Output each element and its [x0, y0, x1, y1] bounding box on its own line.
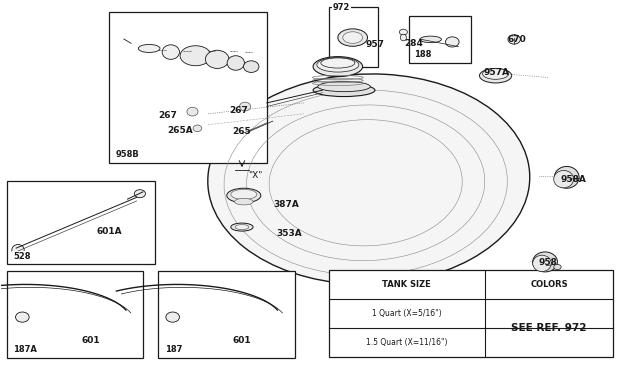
- Text: TANK SIZE: TANK SIZE: [383, 280, 431, 289]
- Text: 528: 528: [13, 252, 30, 261]
- Ellipse shape: [313, 57, 363, 77]
- Bar: [7, 270, 143, 358]
- Ellipse shape: [235, 224, 249, 230]
- Ellipse shape: [479, 68, 511, 83]
- Text: 187A: 187A: [13, 345, 37, 354]
- Text: 958A: 958A: [560, 175, 587, 184]
- Bar: [7, 181, 156, 265]
- Text: 957: 957: [366, 40, 384, 49]
- Text: 601: 601: [81, 336, 100, 345]
- Ellipse shape: [401, 34, 407, 41]
- Text: 1.5 Quart (X=11/16"): 1.5 Quart (X=11/16"): [366, 338, 448, 347]
- Text: SEE REF. 972: SEE REF. 972: [512, 323, 587, 333]
- Ellipse shape: [227, 56, 244, 70]
- Text: 187: 187: [165, 345, 182, 354]
- Ellipse shape: [482, 68, 508, 79]
- Text: 972: 972: [333, 3, 350, 12]
- Text: 188: 188: [414, 50, 432, 59]
- Ellipse shape: [554, 166, 579, 188]
- Text: 267: 267: [159, 111, 177, 120]
- Ellipse shape: [138, 45, 160, 53]
- Ellipse shape: [446, 37, 459, 47]
- Ellipse shape: [239, 102, 250, 111]
- Text: COLORS: COLORS: [530, 280, 568, 289]
- Ellipse shape: [187, 107, 198, 116]
- Text: 1 Quart (X=5/16"): 1 Quart (X=5/16"): [372, 309, 441, 318]
- Text: 284: 284: [405, 39, 423, 47]
- Ellipse shape: [554, 170, 574, 188]
- Ellipse shape: [16, 312, 29, 322]
- Text: 353A: 353A: [276, 229, 302, 238]
- Text: eReplacementParts.com: eReplacementParts.com: [250, 181, 370, 191]
- Ellipse shape: [193, 125, 202, 132]
- Text: 601A: 601A: [97, 227, 122, 236]
- Bar: [159, 270, 294, 358]
- Ellipse shape: [343, 32, 363, 43]
- Text: "X": "X": [248, 171, 262, 180]
- Ellipse shape: [399, 29, 407, 35]
- Bar: [409, 16, 471, 63]
- Ellipse shape: [533, 252, 557, 272]
- Ellipse shape: [554, 265, 561, 269]
- Text: 265A: 265A: [168, 126, 193, 135]
- Text: 601: 601: [232, 336, 251, 345]
- Ellipse shape: [231, 223, 253, 231]
- Ellipse shape: [533, 255, 551, 272]
- Text: 387A: 387A: [273, 200, 299, 209]
- Ellipse shape: [227, 188, 261, 203]
- Ellipse shape: [162, 45, 179, 59]
- Text: 267: 267: [229, 106, 249, 115]
- Ellipse shape: [317, 58, 359, 72]
- Ellipse shape: [135, 190, 146, 198]
- Ellipse shape: [234, 199, 253, 205]
- Ellipse shape: [317, 81, 370, 92]
- Ellipse shape: [180, 46, 211, 66]
- Ellipse shape: [208, 74, 529, 284]
- Ellipse shape: [205, 50, 229, 68]
- Text: 958B: 958B: [115, 150, 139, 159]
- Ellipse shape: [508, 35, 520, 44]
- Ellipse shape: [420, 36, 441, 43]
- Ellipse shape: [338, 29, 368, 46]
- Bar: [329, 270, 613, 357]
- Ellipse shape: [321, 58, 355, 68]
- Ellipse shape: [244, 61, 259, 72]
- Ellipse shape: [12, 245, 24, 255]
- Bar: [109, 12, 267, 163]
- Text: 265: 265: [232, 127, 252, 137]
- Text: 958: 958: [539, 258, 558, 267]
- Ellipse shape: [313, 84, 375, 97]
- Ellipse shape: [166, 312, 179, 322]
- Text: 957A: 957A: [483, 68, 509, 77]
- Bar: [329, 7, 378, 66]
- Text: 670: 670: [508, 35, 527, 44]
- Ellipse shape: [231, 189, 257, 200]
